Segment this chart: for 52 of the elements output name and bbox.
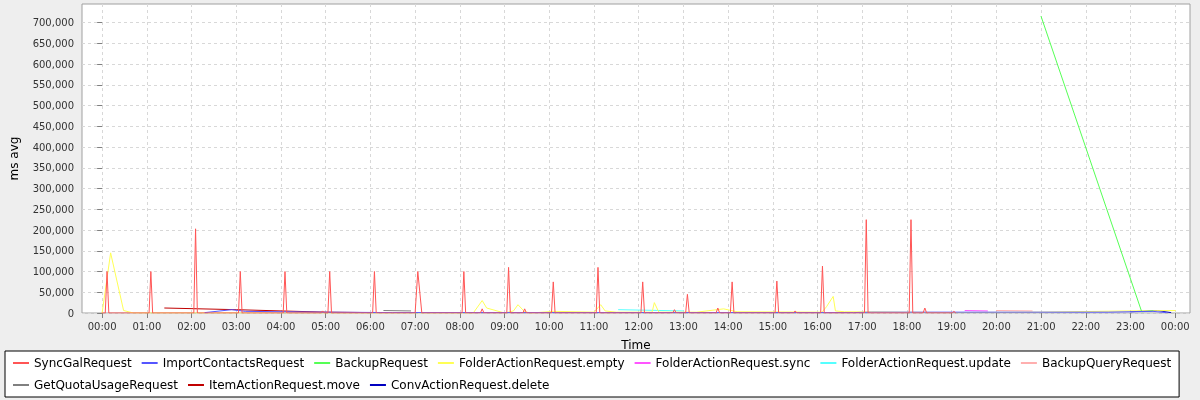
x-tick-label: 05:00 [311, 320, 341, 332]
x-tick-label: 10:00 [534, 320, 564, 332]
legend-label: BackupRequest [335, 356, 429, 370]
x-tick-label: 21:00 [1026, 320, 1056, 332]
x-tick-label: 20:00 [981, 320, 1011, 332]
x-tick-label: 19:00 [937, 320, 967, 332]
x-tick-label: 00:00 [1160, 320, 1190, 332]
x-tick-label: 23:00 [1116, 320, 1145, 332]
y-tick-label: 250,000 [32, 203, 74, 215]
legend-label: ImportContactsRequest [162, 356, 305, 370]
x-tick-label: 02:00 [177, 320, 206, 332]
x-tick-label: 16:00 [803, 320, 832, 332]
y-tick-label: 0 [67, 307, 74, 319]
y-tick-label: 550,000 [32, 79, 74, 91]
y-tick-label: 300,000 [32, 183, 74, 195]
legend-label: ConvActionRequest.delete [390, 378, 550, 392]
x-tick-label: 14:00 [713, 320, 743, 332]
x-tick-label: 01:00 [132, 320, 162, 332]
x-tick-label: 09:00 [490, 320, 519, 332]
x-tick-label: 03:00 [221, 320, 251, 332]
y-tick-label: 100,000 [32, 266, 74, 278]
y-tick-label: 50,000 [39, 286, 74, 298]
x-tick-label: 06:00 [355, 320, 385, 332]
legend-label: FolderActionRequest.sync [655, 356, 811, 370]
x-tick-label: 15:00 [758, 320, 788, 332]
legend-label: GetQuotaUsageRequest [34, 378, 179, 392]
x-tick-label: 12:00 [624, 320, 654, 332]
x-tick-label: 22:00 [1071, 320, 1101, 332]
y-tick-label: 600,000 [32, 58, 74, 70]
legend-label: SyncGalRequest [34, 356, 132, 370]
x-tick-label: 18:00 [892, 320, 922, 332]
y-tick-label: 650,000 [32, 37, 74, 49]
y-tick-label: 450,000 [32, 120, 74, 132]
x-tick-label: 13:00 [668, 320, 698, 332]
x-tick-label: 17:00 [847, 320, 877, 332]
x-axis-title: Time [620, 338, 651, 352]
x-tick-label: 04:00 [266, 320, 296, 332]
y-axis-title: ms avg [7, 136, 21, 181]
legend-label: ItemActionRequest.move [208, 378, 360, 392]
y-tick-label: 150,000 [32, 245, 74, 257]
legend-label: BackupQueryRequest [1041, 356, 1172, 370]
x-tick-label: 07:00 [400, 320, 430, 332]
x-tick-label: 11:00 [579, 320, 609, 332]
y-tick-label: 700,000 [32, 17, 74, 29]
legend-label: FolderActionRequest.update [841, 356, 1011, 370]
y-tick-label: 500,000 [32, 100, 74, 112]
x-tick-label: 00:00 [87, 320, 117, 332]
y-tick-label: 200,000 [32, 224, 74, 236]
y-tick-label: 350,000 [32, 162, 74, 174]
y-tick-label: 400,000 [32, 141, 74, 153]
legend-label: FolderActionRequest.empty [458, 356, 625, 370]
x-tick-label: 08:00 [445, 320, 475, 332]
